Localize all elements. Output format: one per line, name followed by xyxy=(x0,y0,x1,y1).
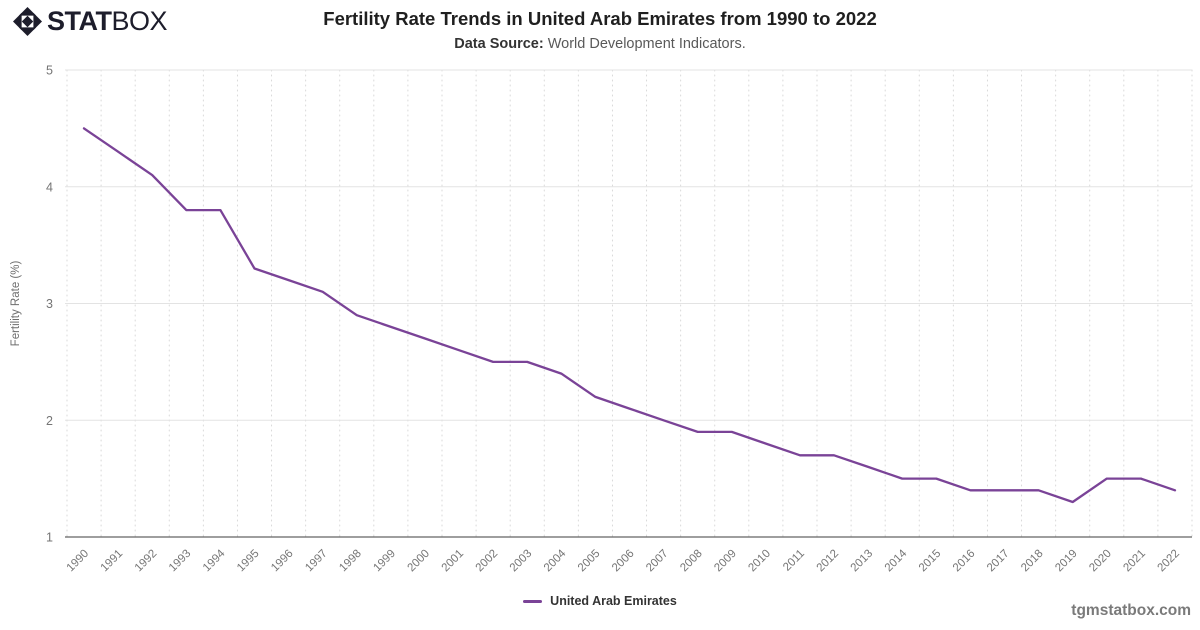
x-tick-label: 2009 xyxy=(712,548,739,575)
legend-label: United Arab Emirates xyxy=(550,594,677,608)
x-tick-label: 2004 xyxy=(542,547,569,574)
y-axis-title: Fertility Rate (%) xyxy=(10,261,22,347)
y-tick-label: 5 xyxy=(46,64,53,78)
data-source-label: Data Source: xyxy=(454,36,544,52)
x-tick-label: 2015 xyxy=(917,548,944,575)
watermark-url: tgmstatbox.com xyxy=(1071,602,1191,619)
x-tick-label: 1990 xyxy=(65,548,92,575)
chart-subtitle: Data Source: World Development Indicator… xyxy=(0,36,1200,52)
chart-legend: United Arab Emirates xyxy=(0,594,1200,608)
logo-box: BOX xyxy=(111,6,168,36)
x-tick-label: 1998 xyxy=(337,548,364,575)
legend-line-marker xyxy=(523,599,543,603)
x-tick-label: 1997 xyxy=(303,548,330,575)
x-tick-label: 2005 xyxy=(576,548,603,575)
x-tick-label: 2011 xyxy=(781,548,807,574)
x-tick-label: 2000 xyxy=(405,548,432,575)
x-tick-label: 2016 xyxy=(951,548,978,575)
x-tick-label: 1993 xyxy=(167,548,194,575)
x-tick-label: 2007 xyxy=(644,548,671,575)
x-tick-label: 2003 xyxy=(508,548,535,575)
fertility-line-chart: 1 2 3 4 5 1990 1991 1992 1993 1994 1995 1996 1997 199… xyxy=(10,64,1193,575)
x-tick-label: 2006 xyxy=(610,548,637,575)
x-tick-label: 1999 xyxy=(371,548,398,575)
x-tick-label: 2013 xyxy=(849,548,876,575)
chart-title: Fertility Rate Trends in United Arab Emi… xyxy=(323,8,877,29)
data-source-value: World Development Indicators. xyxy=(543,36,746,52)
logo-stat: STAT xyxy=(47,6,112,36)
x-tick-label: 1992 xyxy=(133,548,160,575)
x-tick-label: 2002 xyxy=(474,548,501,575)
y-tick-label: 2 xyxy=(46,414,53,428)
x-tick-label: 2010 xyxy=(746,548,773,575)
x-tick-label: 2020 xyxy=(1087,548,1114,575)
x-tick-label: 1994 xyxy=(201,547,228,574)
x-tick-label: 2017 xyxy=(985,548,1012,575)
x-tick-label: 2014 xyxy=(883,547,910,574)
x-tick-label: 1991 xyxy=(99,548,126,575)
x-tick-label: 1996 xyxy=(269,548,296,575)
x-tick-label: 2001 xyxy=(440,548,467,575)
x-tick-label: 2008 xyxy=(678,548,705,575)
x-tick-label: 2012 xyxy=(815,548,842,575)
y-tick-label: 3 xyxy=(46,297,53,311)
x-tick-label: 2022 xyxy=(1155,548,1182,575)
y-tick-label: 1 xyxy=(46,531,53,545)
x-tick-label: 1995 xyxy=(235,548,262,575)
diamond-logo-icon xyxy=(13,7,42,36)
statbox-logo: STATBOX xyxy=(13,6,168,36)
y-tick-label: 4 xyxy=(46,180,53,194)
x-tick-label: 2018 xyxy=(1019,548,1046,575)
series-line-united-arab-emirates xyxy=(82,127,1177,504)
legend-item-uae[interactable]: United Arab Emirates xyxy=(523,594,677,608)
x-tick-label: 2019 xyxy=(1053,548,1080,575)
x-tick-label: 2021 xyxy=(1121,548,1148,575)
logo-wordmark: STATBOX xyxy=(47,6,168,36)
